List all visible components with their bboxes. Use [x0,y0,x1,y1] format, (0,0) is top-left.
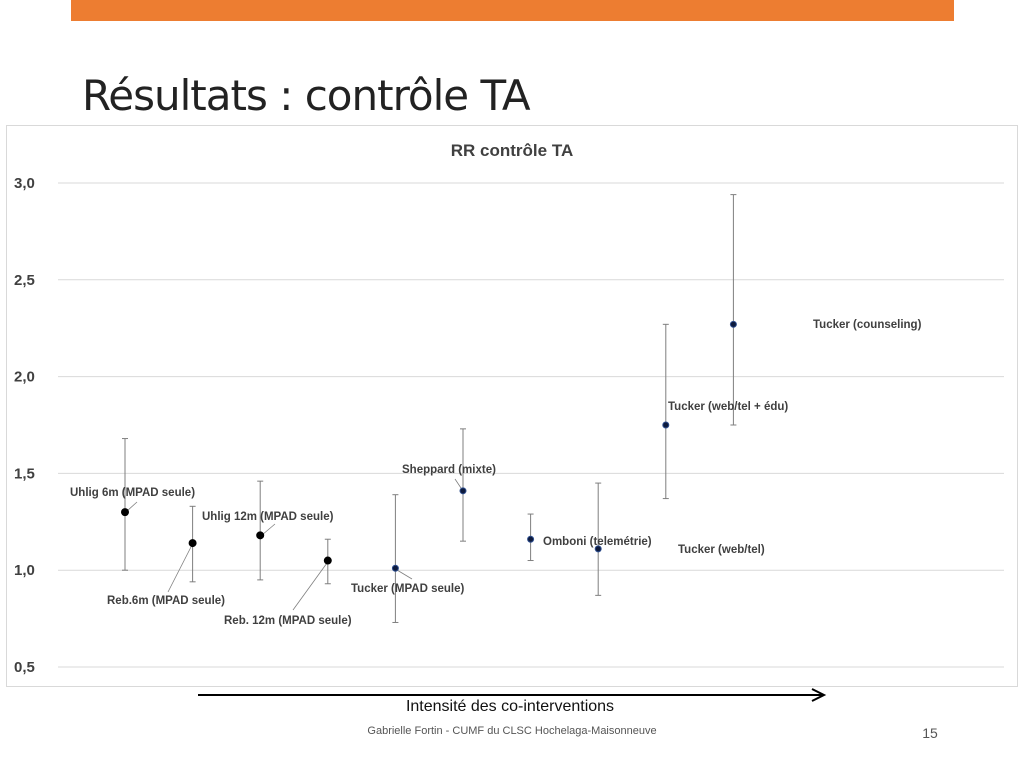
y-axis-ticks: 0,5 1,0 1,5 2,0 2,5 3,0 [14,175,35,676]
chart-title: RR contrôle TA [451,141,573,160]
y-tick-label: 1,5 [14,465,35,482]
error-bar [392,494,399,623]
leader-line [126,501,138,512]
point-labels: Uhlig 6m (MPAD seule) Reb.6m (MPAD seule)… [70,319,922,627]
data-point [729,320,737,328]
y-tick-label: 0,5 [14,659,35,676]
grid-layer [58,182,1004,668]
leader-line [261,523,276,536]
y-tick-label: 3,0 [14,175,35,192]
error-bar [595,482,602,596]
data-label: Uhlig 6m (MPAD seule) [70,487,195,499]
x-axis-caption: Intensité des co-interventions [405,698,615,715]
slide-title: Résultats : contrôle TA [82,71,531,120]
x-axis-arrow [198,688,827,702]
error-bar [662,323,669,500]
y-tick-label: 2,5 [14,272,35,289]
data-point [121,508,129,517]
data-point [188,539,197,548]
data-label: Tucker (counseling) [813,319,922,331]
error-bars [122,194,737,623]
data-label: Omboni (telemétrie) [543,536,652,548]
error-bar [730,194,737,426]
data-label: Tucker (web/tel + édu) [668,401,788,413]
leader-lines [126,478,464,611]
error-bar [122,438,128,571]
data-point [459,487,467,495]
data-points [121,320,737,572]
data-label: Tucker (MPAD seule) [351,583,464,595]
error-bar [460,428,466,542]
data-label: Uhlig 12m (MPAD seule) [202,511,334,523]
data-point [256,531,265,540]
leader-line [292,562,328,611]
data-point [323,556,332,565]
error-bar [257,480,264,581]
y-tick-label: 1,0 [14,562,35,579]
chart-frame [6,125,1018,687]
page-number: 15 [922,725,938,741]
leader-line [396,569,413,580]
y-tick-label: 2,0 [14,369,35,386]
data-label: Sheppard (mixte) [402,464,496,476]
data-point [391,564,399,572]
data-point [594,545,602,553]
leader-line [167,544,193,593]
data-label: Reb. 12m (MPAD seule) [224,615,352,627]
data-label: Tucker (web/tel) [678,544,765,556]
accent-bar [71,0,954,21]
data-point [527,535,535,543]
footer-text: Gabrielle Fortin - CUMF du CLSC Hochelag… [367,725,657,737]
data-label: Reb.6m (MPAD seule) [107,595,225,607]
data-point [662,421,670,429]
